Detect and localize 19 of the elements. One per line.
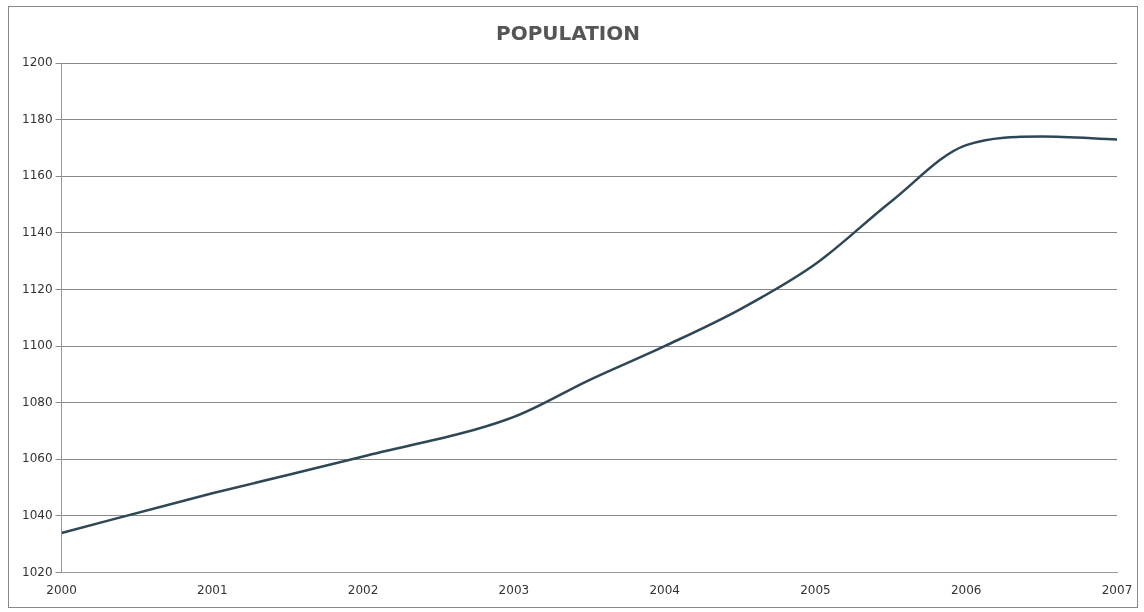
- y-tick-label: 1060: [21, 451, 53, 466]
- y-tick-label: 1080: [21, 394, 53, 409]
- x-tick-label: 2001: [197, 582, 228, 597]
- y-tick-label: 1200: [21, 55, 53, 70]
- y-tick-label: 1020: [21, 564, 53, 579]
- y-tick-label: 1120: [21, 281, 53, 296]
- y-tick-label: 1180: [21, 111, 53, 126]
- x-tick-label: 2002: [347, 582, 379, 597]
- x-tick-label: 2007: [1101, 582, 1133, 597]
- x-tick-label: 2003: [498, 582, 530, 597]
- y-tick-label: 1140: [21, 224, 53, 239]
- y-tick-label: 1040: [21, 508, 53, 523]
- y-tick-label: 1100: [21, 338, 53, 353]
- x-tick-label: 2004: [649, 582, 680, 597]
- y-tick-label: 1160: [21, 168, 53, 183]
- x-tick-label: 2006: [950, 582, 982, 597]
- chart-title: POPULATION: [495, 21, 641, 46]
- x-tick-label: 2005: [800, 582, 831, 597]
- x-tick-label: 2000: [46, 582, 77, 597]
